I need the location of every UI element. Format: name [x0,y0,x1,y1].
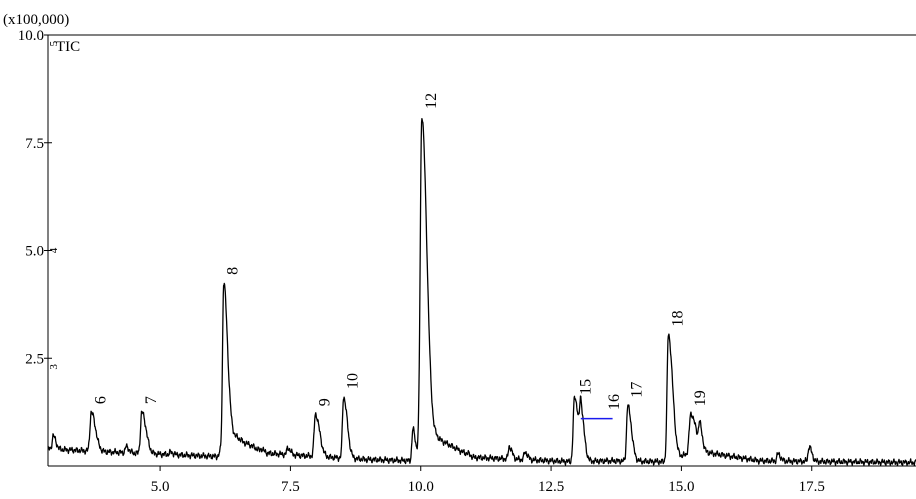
x-tick-label: 10.0 [408,479,434,495]
y-axis-mark: 4 [48,247,60,253]
peak-label: 18 [669,311,686,327]
x-tick-label: 17.5 [799,479,825,495]
peak-label: 7 [143,396,160,404]
peak-label: 16 [606,394,623,410]
y-scale-factor-label: (x100,000) [3,12,69,28]
y-tick-label: 5.0 [25,244,44,260]
peak-label: 12 [423,93,440,109]
peak-label: 8 [225,267,242,275]
y-tick-label: 10.0 [18,28,44,44]
axis-marks: 5 4 3 [48,40,60,369]
y-axis-mark: 5 [48,40,60,46]
x-tick-label: 7.5 [281,479,300,495]
y-axis-mark: 3 [48,364,60,370]
y-tick-label: 7.5 [25,136,44,152]
tic-trace-line [47,117,916,466]
axes [47,34,916,467]
x-tick-label: 12.5 [538,479,564,495]
peak-label: 15 [578,379,595,395]
peak-label: 9 [316,398,333,406]
peak-label: 10 [345,373,362,389]
plot-area [47,117,916,466]
peak-labels: 6 7 8 9 10 12 15 16 17 18 19 [92,93,709,410]
x-tick-label: 5.0 [151,479,170,495]
peak-label: 6 [92,396,109,404]
x-tick-label: 15.0 [668,479,694,495]
tick-labels: 2.5 5.0 7.5 10.0 5.0 7.5 10.0 12.5 15.0 17.5 [18,28,825,495]
trace-label: TIC [56,39,80,55]
y-tick-label: 2.5 [25,351,44,367]
peak-label: 17 [629,382,646,398]
peak-label: 19 [692,390,709,406]
